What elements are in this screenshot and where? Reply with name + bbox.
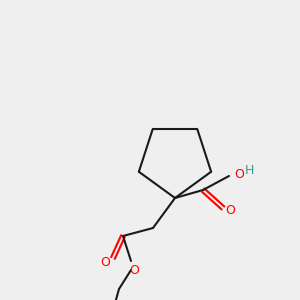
Text: O: O — [234, 167, 244, 181]
Text: O: O — [129, 263, 139, 277]
Text: H: H — [245, 164, 254, 178]
Text: O: O — [100, 256, 110, 268]
Text: O: O — [225, 205, 235, 218]
